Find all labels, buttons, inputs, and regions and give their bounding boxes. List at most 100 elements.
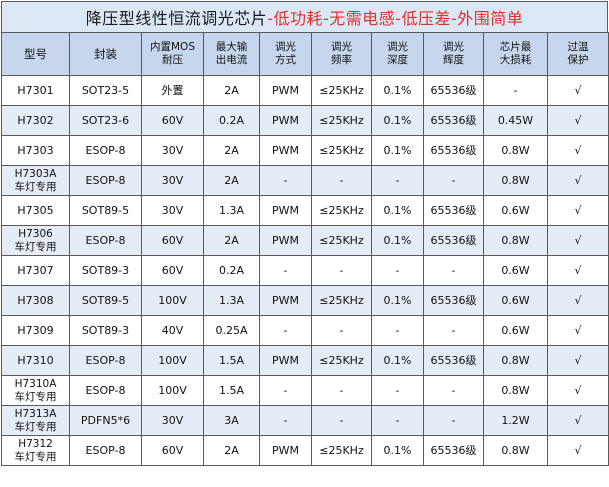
table-cell: PWM (259, 285, 312, 316)
table-cell: 外置 (141, 75, 204, 106)
table-cell: 60V (141, 105, 204, 136)
table-cell: √ (547, 285, 609, 316)
table-body: H7301 SOT23-5 外置 2A PWM ≤25KHz 0.1% 65536级 - √ H73… (1, 75, 609, 466)
table-cell: 2A (203, 135, 260, 166)
column-header: 型号 (1, 32, 70, 76)
table-cell: H7305 (1, 195, 70, 226)
title-main: 降压型线性恒流调光芯片 (85, 9, 268, 28)
table-cell: 2A (203, 225, 260, 256)
table-cell: 0.6W (483, 195, 548, 226)
table-cell: 2A (203, 75, 260, 106)
table-cell: H7307 (1, 255, 70, 286)
table-row: H7309 SOT89-3 40V 0.25A - - - -0.6W √ (1, 315, 609, 346)
table-cell: 2A (203, 435, 260, 466)
table-cell: 100V (141, 375, 204, 406)
table-cell: 3A (203, 405, 260, 436)
table-cell: √ (547, 405, 609, 436)
table-cell: √ (547, 255, 609, 286)
table-row: H7306 车灯专用 ESOP-8 60V 2A PWM ≤25KHz 0.1% 65536级 0… (1, 225, 609, 256)
table-cell: - (311, 405, 372, 436)
table-cell: - (423, 405, 484, 436)
table-cell: 0.1% (371, 75, 424, 106)
table-cell: 0.1% (371, 225, 424, 256)
table-cell: 0.8W (483, 345, 548, 376)
table-cell: - (259, 405, 312, 436)
table-cell: ≤25KHz (311, 285, 372, 316)
table-cell: PDFN5*6 (69, 405, 142, 436)
table-cell: 100V (141, 345, 204, 376)
table-cell: ESOP-8 (69, 345, 142, 376)
table-cell: - (423, 255, 484, 286)
table-cell: PWM (259, 105, 312, 136)
table-cell: SOT23-5 (69, 75, 142, 106)
table-cell: 65536级 (423, 435, 484, 466)
table-cell: 1.3A (203, 285, 260, 316)
table-cell: SOT89-5 (69, 195, 142, 226)
table-cell: 0.8W (483, 435, 548, 466)
table-cell: 0.8W (483, 165, 548, 196)
table-cell: - (371, 405, 424, 436)
table-cell: SOT89-3 (69, 315, 142, 346)
table-cell: 65536级 (423, 225, 484, 256)
table-cell: ESOP-8 (69, 375, 142, 406)
table-cell: ESOP-8 (69, 165, 142, 196)
table-cell: √ (547, 75, 609, 106)
table-cell: H7312 车灯专用 (1, 435, 70, 466)
column-header: 过温 保护 (547, 32, 609, 76)
table-cell: √ (547, 165, 609, 196)
table-cell: PWM (259, 345, 312, 376)
table-cell: - (311, 375, 372, 406)
table-cell: 30V (141, 135, 204, 166)
table-cell: SOT89-5 (69, 285, 142, 316)
table-cell: - (311, 165, 372, 196)
table-cell: PWM (259, 75, 312, 106)
table-cell: - (423, 375, 484, 406)
table-cell: - (259, 315, 312, 346)
table-cell: 1.5A (203, 375, 260, 406)
table-cell: H7302 (1, 105, 70, 136)
table-row: H7308 SOT89-5 100V 1.3A PWM ≤25KHz 0.1% 65536级 0… (1, 285, 609, 316)
table-cell: 0.1% (371, 105, 424, 136)
table-cell: SOT89-3 (69, 255, 142, 286)
table-cell: H7310A 车灯专用 (1, 375, 70, 406)
table-cell: - (259, 165, 312, 196)
column-header: 封装 (69, 32, 142, 76)
column-header: 最大输 出电流 (203, 32, 260, 76)
table-cell: 40V (141, 315, 204, 346)
table-cell: 0.8W (483, 135, 548, 166)
table-cell: - (259, 375, 312, 406)
table-cell: H7310 (1, 345, 70, 376)
table-cell: H7308 (1, 285, 70, 316)
table-cell: H7313A 车灯专用 (1, 405, 70, 436)
table-row: H7303 ESOP-8 30V 2A PWM ≤25KHz 0.1% 65536级 0.8W √ (1, 135, 609, 166)
column-header: 调光 深度 (371, 32, 424, 76)
table-cell: ≤25KHz (311, 435, 372, 466)
table-cell: 65536级 (423, 345, 484, 376)
column-header: 调光 频率 (311, 32, 372, 76)
table-cell: 0.8W (483, 225, 548, 256)
table-cell: 0.1% (371, 345, 424, 376)
table-cell: - (311, 315, 372, 346)
table-cell: 0.2A (203, 105, 260, 136)
table-cell: √ (547, 105, 609, 136)
table-cell: 60V (141, 225, 204, 256)
table-cell: 60V (141, 255, 204, 286)
table-cell: H7301 (1, 75, 70, 106)
table-cell: - (483, 75, 548, 106)
table-cell: √ (547, 135, 609, 166)
table-cell: - (371, 375, 424, 406)
table-cell: 65536级 (423, 285, 484, 316)
table-cell: 0.8W (483, 375, 548, 406)
table-cell: ESOP-8 (69, 135, 142, 166)
table-cell: 65536级 (423, 75, 484, 106)
column-header: 内置MOS 耐压 (141, 32, 204, 76)
table-cell: ≤25KHz (311, 195, 372, 226)
table-cell: PWM (259, 195, 312, 226)
table-row: H7313A 车灯专用 PDFN5*6 30V 3A - - - -1.2W √ (1, 405, 609, 436)
table-cell: ESOP-8 (69, 225, 142, 256)
table-row: H7307 SOT89-3 60V 0.2A - - - -0.6W √ (1, 255, 609, 286)
table-row: H7310A 车灯专用 ESOP-8 100V 1.5A - - - -0.8W √ (1, 375, 609, 406)
table-cell: ≤25KHz (311, 345, 372, 376)
table-cell: 0.2A (203, 255, 260, 286)
